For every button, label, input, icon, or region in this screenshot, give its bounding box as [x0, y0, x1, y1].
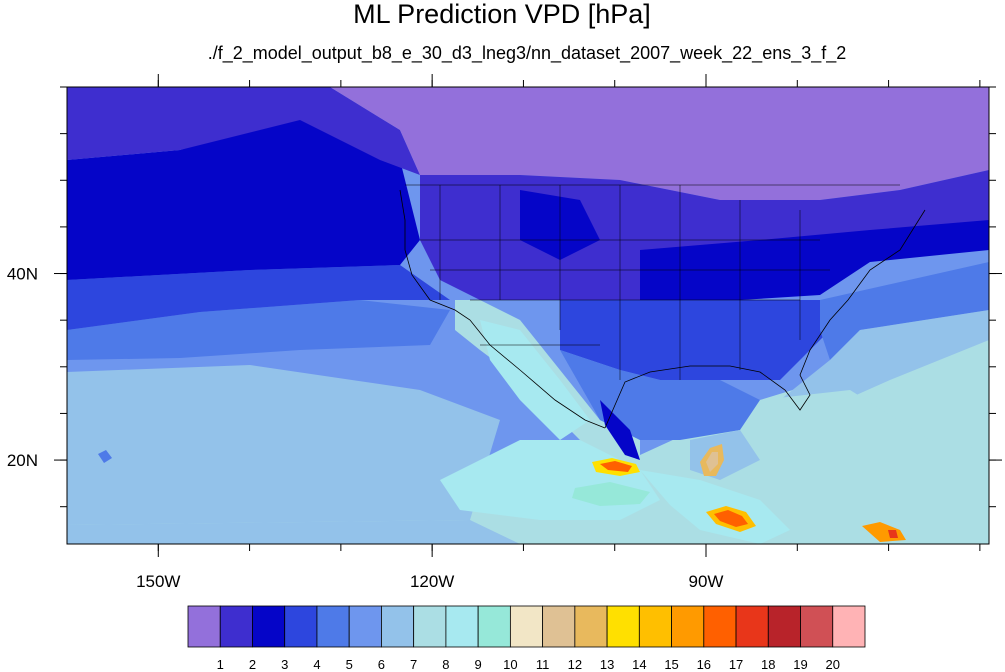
colorbar-label: 3: [281, 657, 288, 672]
y-tick-label: 40N: [7, 265, 38, 284]
colorbar-swatch: [187, 605, 221, 648]
colorbar: 1 2 3 4 5 6 7 8 9 10 11 12 13 14 15 16 17 18 19 20: [187, 605, 866, 672]
band-southern-ocean: [67, 520, 520, 544]
colorbar-label: 9: [475, 657, 482, 672]
colorbar-swatch: [413, 605, 447, 648]
colorbar-label: 1: [217, 657, 224, 672]
band-south-light: [67, 365, 500, 525]
hawaii-island: [98, 450, 112, 463]
hotspot-south-east-core: [888, 530, 898, 538]
colorbar-label: 10: [503, 657, 517, 672]
band-north-indigo: [67, 87, 420, 175]
mexico-plateau: [480, 320, 590, 440]
colorbar-swatch: [606, 605, 640, 648]
colorbar-swatch: [735, 605, 769, 648]
colorbar-label: 20: [826, 657, 840, 672]
colorbar-label: 7: [410, 657, 417, 672]
colorbar-label: 18: [761, 657, 775, 672]
colorbar-swatch: [671, 605, 705, 648]
atlantic-mid: [820, 262, 989, 360]
colorbar-label: 2: [249, 657, 256, 672]
gulf-coast-dark: [600, 400, 640, 460]
chart-subtitle: ./f_2_model_output_b8_e_30_d3_lneg3/nn_d…: [208, 43, 847, 64]
colorbar-label: 5: [346, 657, 353, 672]
colorbar-swatch: [703, 605, 737, 648]
band-deep-blue: [67, 110, 420, 280]
plot-frame: [66, 86, 990, 545]
band-north-violet: [330, 87, 989, 200]
band-dark-mid: [67, 265, 450, 330]
colorbar-swatch: [252, 605, 286, 648]
colorbar-swatch: [800, 605, 834, 648]
colorbar-label: 12: [568, 657, 582, 672]
southeast-us: [560, 300, 830, 380]
east-deep-band: [640, 220, 989, 300]
colorbar-label: 8: [442, 657, 449, 672]
colorbar-swatch: [284, 605, 318, 648]
colorbar-swatch: [542, 605, 576, 648]
hotspot-cuba-inner: [706, 452, 718, 472]
colorbar-label: 6: [378, 657, 385, 672]
colorbar-swatch: [767, 605, 801, 648]
map-plot: [67, 87, 989, 544]
colorbar-swatch: [316, 605, 350, 648]
coastline-gulf: [604, 209, 926, 429]
colorbar-label: 17: [729, 657, 743, 672]
tick-marks: 150W 120W 90W 40N 20N: [7, 74, 1002, 591]
x-tick-label: 150W: [136, 572, 180, 591]
borders-us: [405, 184, 900, 380]
colorbar-label: 15: [664, 657, 678, 672]
colorbar-swatch: [832, 605, 866, 648]
colorbar-label: 13: [600, 657, 614, 672]
y-tick-label: 20N: [7, 451, 38, 470]
colorbar-swatch: [219, 605, 253, 648]
colorbar-swatch: [574, 605, 608, 648]
band-mid-blue: [67, 300, 450, 360]
colorbar-swatch: [348, 605, 382, 648]
colorbar-label: 11: [536, 657, 550, 672]
coastline-west: [399, 189, 606, 429]
colorbar-swatch: [381, 605, 415, 648]
x-tick-label: 120W: [410, 572, 454, 591]
colorbar-swatch: [477, 605, 511, 648]
x-tick-label: 90W: [689, 572, 724, 591]
caribbean: [740, 390, 989, 544]
hotspot-mexico-inner: [600, 461, 632, 472]
colorbar-label: 16: [697, 657, 711, 672]
colorbar-swatch: [638, 605, 672, 648]
colorbar-label: 19: [793, 657, 807, 672]
colorbar-label: 4: [313, 657, 320, 672]
colorbar-label: 14: [632, 657, 646, 672]
chart-title: ML Prediction VPD [hPa]: [353, 0, 651, 29]
pacific-green-patch: [572, 482, 650, 506]
colorbar-swatch: [509, 605, 544, 648]
hotspot-hispaniola-inner: [714, 510, 748, 527]
colorbar-swatch: [445, 605, 479, 648]
